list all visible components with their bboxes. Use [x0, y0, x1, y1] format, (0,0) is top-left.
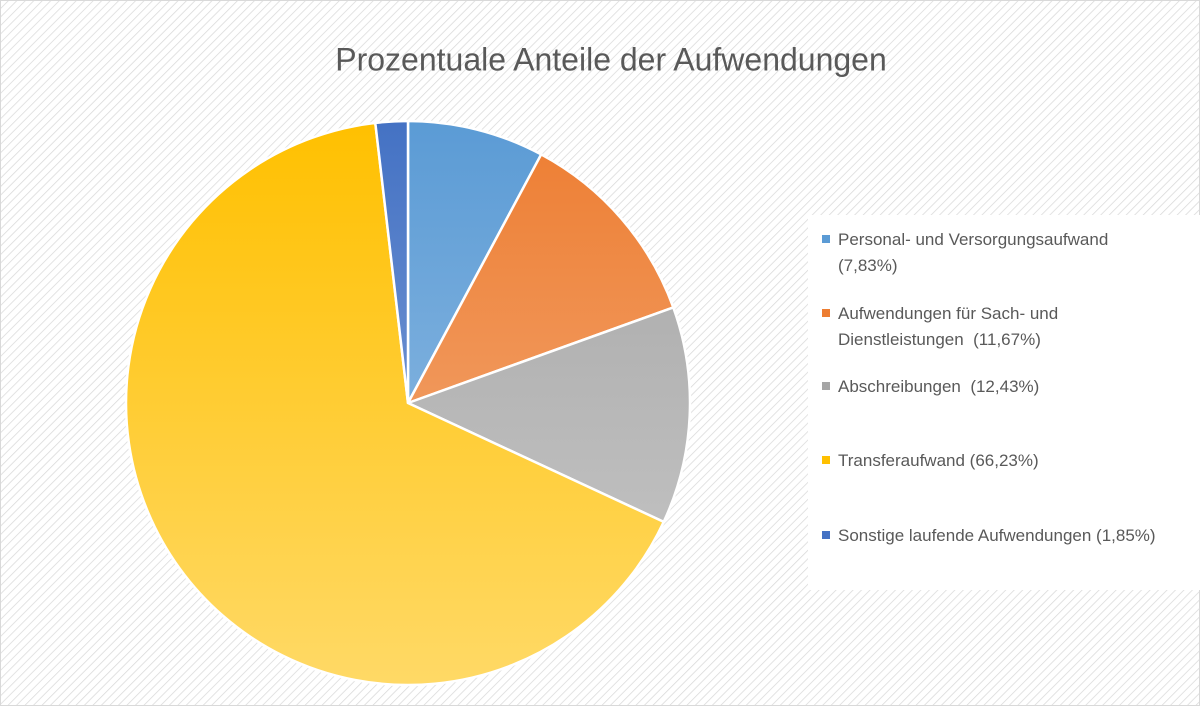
- pie-slice: [373, 119, 410, 404]
- legend-marker: [822, 382, 830, 390]
- legend-label: Personal- und Versorgungsaufwand (7,83%): [838, 230, 1114, 275]
- legend-entry: Aufwendungen für Sach- und Dienstleistun…: [822, 301, 1172, 353]
- legend-label: Transferaufwand (66,23%): [838, 451, 1039, 470]
- legend-entry: Personal- und Versorgungsaufwand (7,83%): [822, 227, 1172, 279]
- chart-title: Prozentuale Anteile der Aufwendungen: [335, 41, 887, 77]
- legend-marker: [822, 531, 830, 539]
- pie-slice: [405, 152, 675, 406]
- legend-entry: Sonstige laufende Aufwendungen (1,85%): [822, 523, 1172, 549]
- legend-label: Abschreibungen (12,43%): [838, 377, 1040, 396]
- pie-slice: [406, 119, 543, 404]
- legend-label: Aufwendungen für Sach- und Dienstleistun…: [838, 304, 1063, 349]
- legend-marker: [822, 235, 830, 243]
- pie-slice: [124, 121, 666, 687]
- legend: Personal- und Versorgungsaufwand (7,83%)…: [808, 215, 1200, 590]
- pie-slice: [404, 305, 692, 524]
- legend-label: Sonstige laufende Aufwendungen (1,85%): [838, 526, 1156, 545]
- legend-marker: [822, 456, 830, 464]
- legend-entry: Transferaufwand (66,23%): [822, 448, 1172, 474]
- legend-marker: [822, 309, 830, 317]
- legend-entry: Abschreibungen (12,43%): [822, 374, 1172, 400]
